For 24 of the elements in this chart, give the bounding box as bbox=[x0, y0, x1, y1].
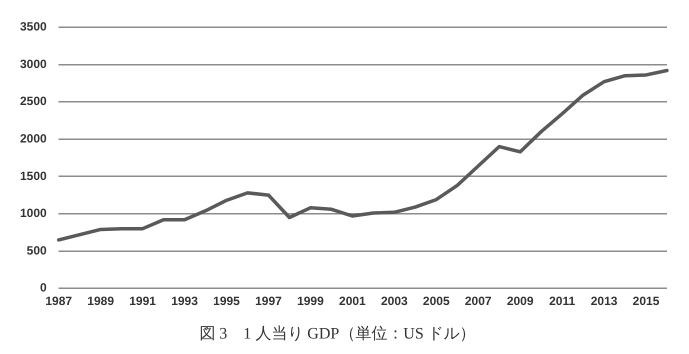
x-tick-label: 2011 bbox=[549, 294, 576, 308]
x-tick-label: 2007 bbox=[464, 294, 492, 308]
y-tick-label: 2500 bbox=[20, 94, 48, 108]
x-tick-label: 1991 bbox=[129, 294, 156, 308]
y-tick-label: 1500 bbox=[20, 168, 48, 183]
x-tick-label: 1989 bbox=[87, 294, 114, 308]
x-tick-label: 2001 bbox=[339, 294, 366, 308]
y-tick-label: 1000 bbox=[20, 206, 48, 220]
x-tick-label: 1997 bbox=[255, 294, 282, 308]
x-tick-label: 1999 bbox=[297, 294, 324, 308]
y-tick-label: 2000 bbox=[20, 131, 48, 146]
x-tick-label: 2009 bbox=[506, 294, 534, 308]
x-tick-label: 2005 bbox=[422, 294, 450, 308]
x-tick-label: 2003 bbox=[380, 294, 408, 308]
x-tick-label: 1993 bbox=[171, 294, 198, 308]
y-tick-label: 0 bbox=[40, 280, 48, 295]
x-tick-label: 2015 bbox=[632, 294, 660, 308]
y-tick-label: 3500 bbox=[20, 20, 48, 34]
text: 図 3 1 人当り GDP（単位：US ドル） bbox=[199, 324, 476, 343]
y-tick-label: 3000 bbox=[20, 56, 48, 71]
x-tick-label: 1987 bbox=[45, 294, 72, 308]
x-tick-label: 1995 bbox=[213, 294, 240, 308]
y-tick-label: 500 bbox=[26, 243, 48, 258]
x-tick-label: 2013 bbox=[590, 294, 618, 308]
